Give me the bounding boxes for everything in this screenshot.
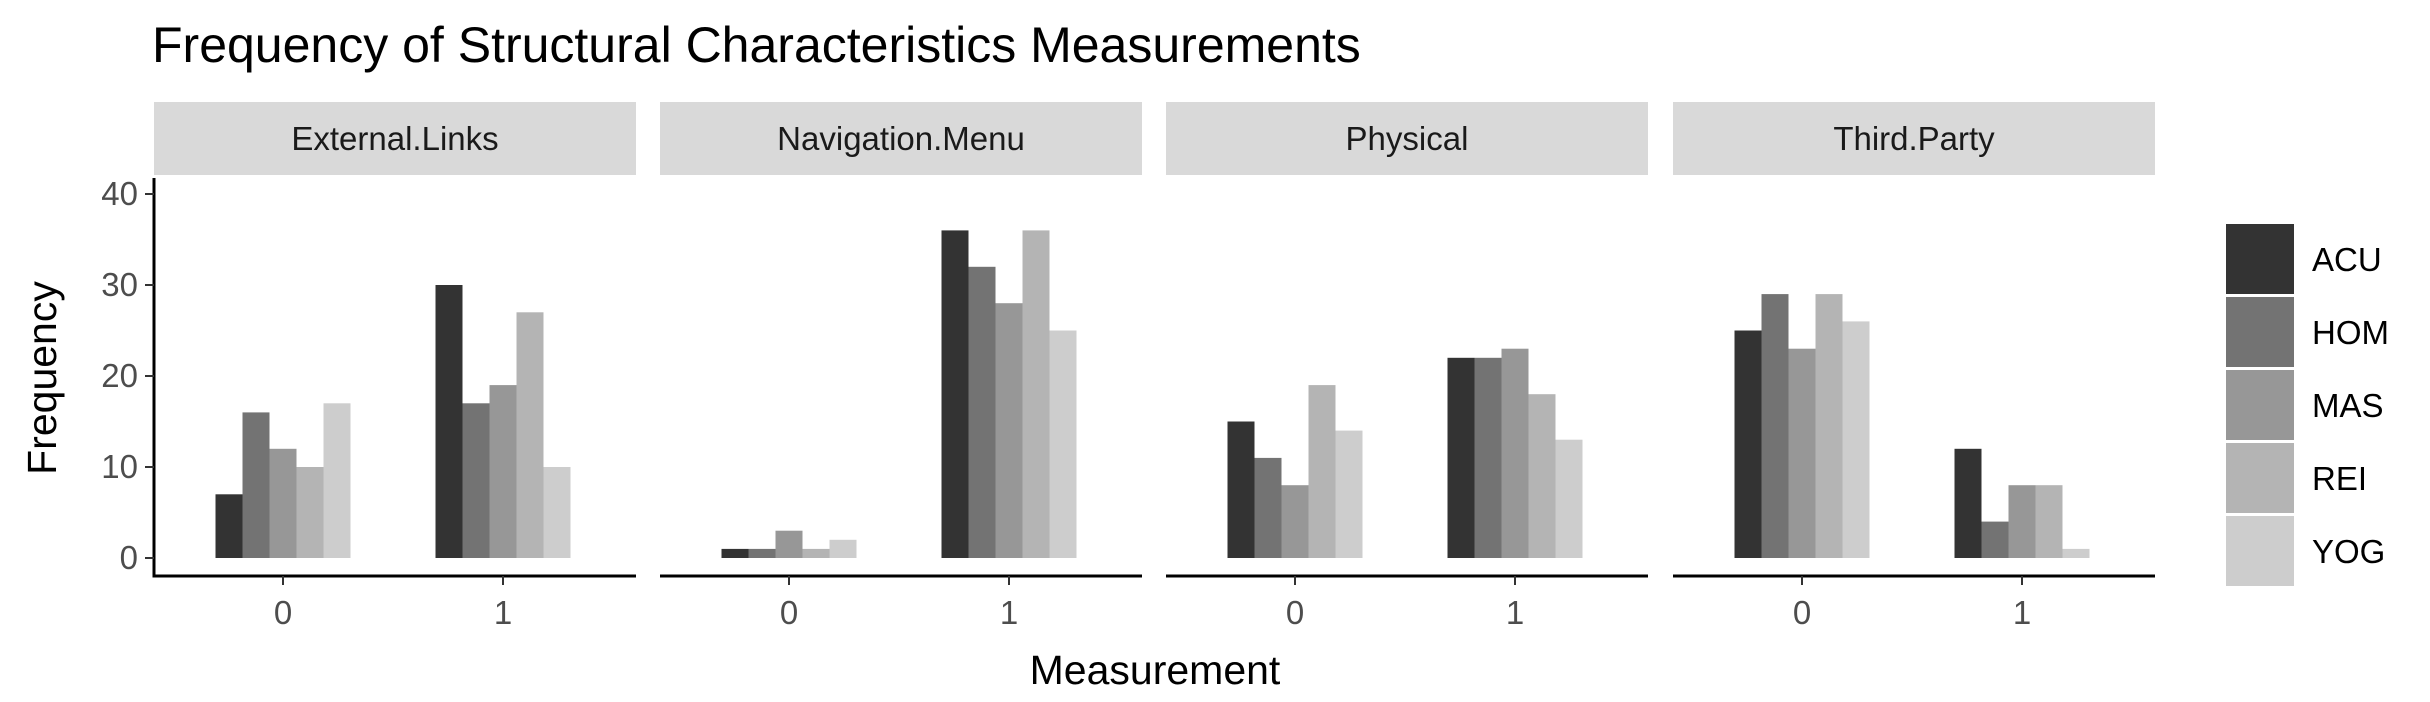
bar-acu [1227,421,1255,558]
facet-panel: Navigation.Menu 0 1 [660,102,1142,631]
facet-panel: Physical 0 1 [1166,102,1648,631]
facet-strip-label: Navigation.Menu [777,120,1025,157]
y-tick-label: 0 [120,539,138,576]
legend-key-mas [2226,370,2294,440]
bar-rei [1528,394,1556,558]
bar-mas [2008,485,2036,558]
bar-mas [1788,348,1816,558]
bar-rei [1022,230,1050,558]
bar-rei [296,467,324,558]
x-tick-label: 0 [1793,594,1811,631]
facet-strip-label: Third.Party [1833,120,1995,157]
bar-yog [1842,321,1870,558]
bar-mas [995,303,1023,558]
x-tick-label: 1 [1506,594,1524,631]
legend-key-hom [2226,297,2294,367]
bar-rei [802,548,830,558]
bar-yog [323,403,351,558]
x-tick-label: 1 [2013,594,2031,631]
legend-key-yog [2226,516,2294,586]
bar-mas [269,448,297,558]
x-axis-title: Measurement [1030,647,1281,693]
bar-acu [721,548,749,558]
facet-panel: Third.Party 0 1 [1673,102,2155,631]
bar-hom [462,403,490,558]
bar-rei [516,312,544,558]
x-tick-label: 0 [1286,594,1304,631]
legend-key-acu [2226,224,2294,294]
bar-hom [242,412,270,558]
bar-acu [1447,357,1475,558]
bar-rei [1308,385,1336,558]
bar-mas [775,530,803,558]
y-tick-label: 40 [101,175,138,212]
bar-yog [829,539,857,558]
bar-acu [1734,330,1762,558]
bar-yog [2062,548,2090,558]
y-tick-label: 20 [101,357,138,394]
bar-acu [215,494,243,558]
bar-yog [1555,439,1583,558]
x-tick-label: 0 [780,594,798,631]
bar-acu [941,230,969,558]
bar-yog [1049,330,1077,558]
x-tick-label: 0 [274,594,292,631]
legend: ACU HOM MAS REI YOG [2226,224,2389,586]
facet-strip-label: Physical [1346,120,1469,157]
bar-hom [748,548,776,558]
bar-hom [1761,294,1789,558]
facet-strip-label: External.Links [291,120,498,157]
x-tick-label: 1 [1000,594,1018,631]
legend-label: YOG [2312,533,2385,570]
legend-key-rei [2226,443,2294,513]
facet-strip [154,102,636,175]
facet-strip [1166,102,1648,175]
legend-label: HOM [2312,314,2389,351]
bar-rei [1815,294,1843,558]
bar-mas [1501,348,1529,558]
bar-rei [2035,485,2063,558]
x-tick-label: 1 [494,594,512,631]
y-tick-label: 10 [101,448,138,485]
bar-hom [1981,521,2009,558]
chart-title: Frequency of Structural Characteristics … [152,17,1361,73]
facet-strip [1673,102,2155,175]
bar-acu [435,285,463,558]
legend-label: ACU [2312,241,2382,278]
bar-hom [1474,357,1502,558]
bar-hom [968,266,996,558]
facet-strip [660,102,1142,175]
bar-acu [1954,448,1982,558]
bar-yog [543,467,571,558]
bar-mas [489,385,517,558]
bar-mas [1281,485,1309,558]
y-tick-label: 30 [101,266,138,303]
y-axis-title: Frequency [19,281,65,475]
legend-label: REI [2312,460,2367,497]
bar-yog [1335,430,1363,558]
bar-hom [1254,457,1282,558]
legend-label: MAS [2312,387,2384,424]
